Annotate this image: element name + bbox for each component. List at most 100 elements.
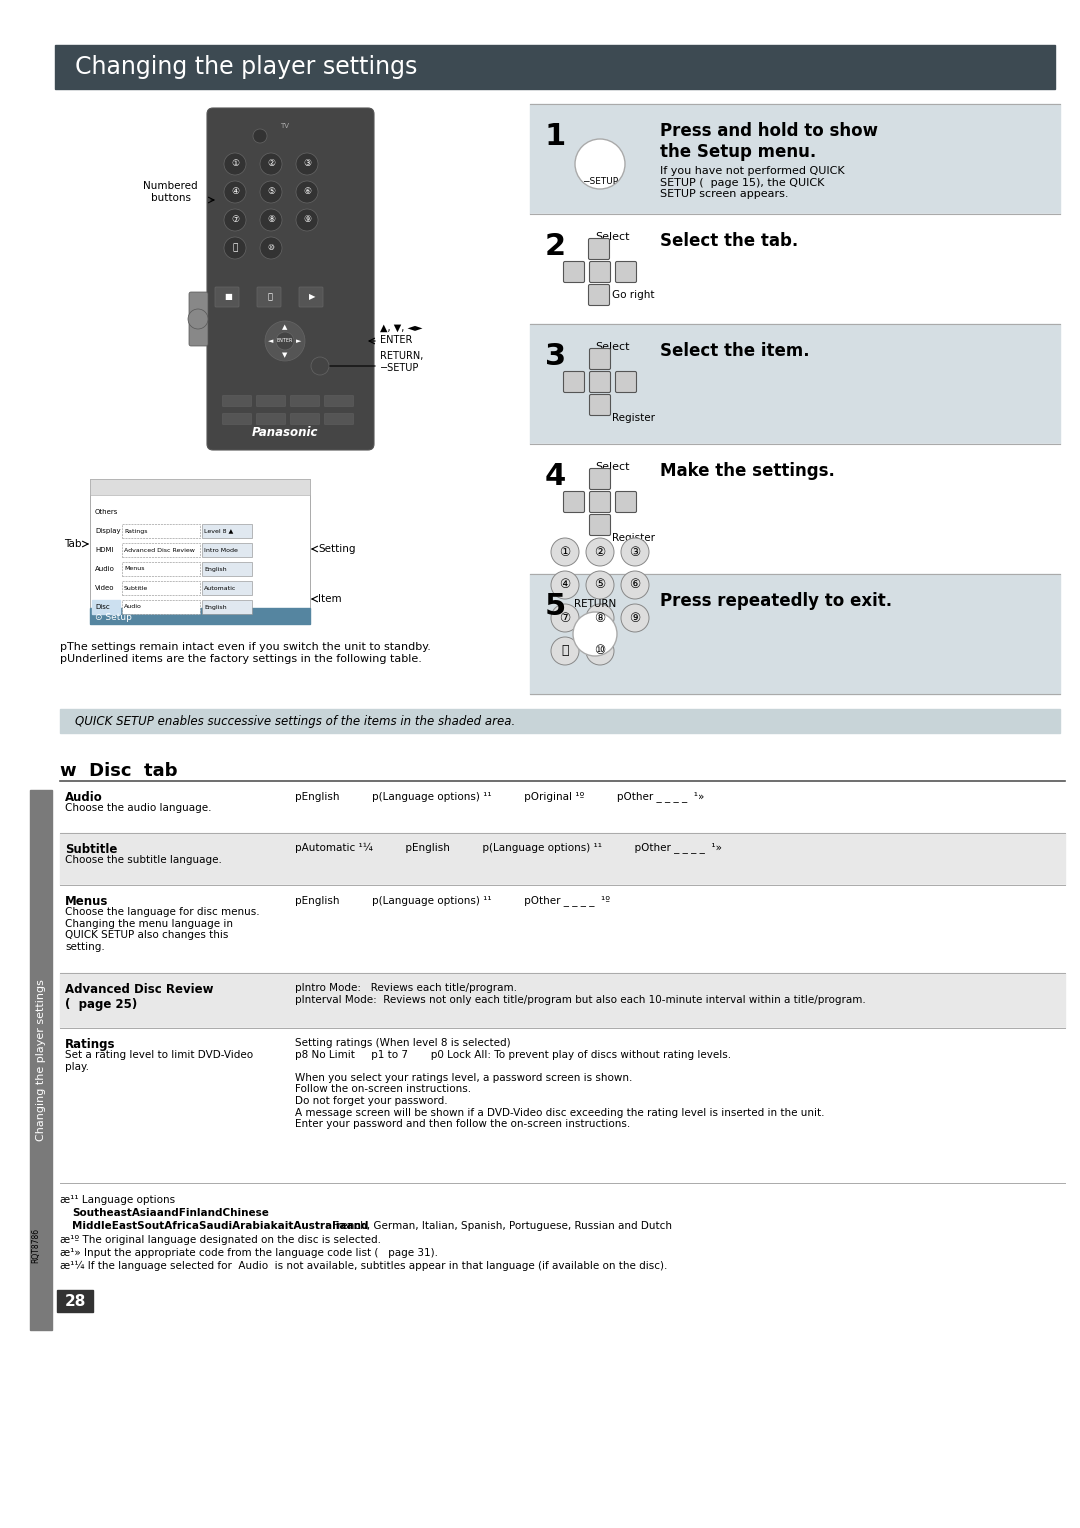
Circle shape [621, 538, 649, 565]
Text: Menus: Menus [124, 567, 145, 571]
Text: 1: 1 [545, 122, 566, 151]
FancyBboxPatch shape [207, 108, 374, 451]
Circle shape [265, 321, 305, 361]
FancyBboxPatch shape [564, 371, 584, 393]
Text: −SETUP: −SETUP [582, 177, 618, 185]
Circle shape [621, 604, 649, 633]
FancyBboxPatch shape [564, 492, 584, 512]
Text: æ¹¼ If the language selected for  Audio  is not available, subtitles appear in t: æ¹¼ If the language selected for Audio i… [60, 1261, 667, 1271]
Text: ⑩: ⑩ [268, 243, 274, 252]
Text: ⊙ Setup: ⊙ Setup [95, 613, 132, 622]
Bar [60, 1028, 1065, 1183]
Text: pThe settings remain intact even if you switch the unit to standby.
pUnderlined : pThe settings remain intact even if you … [60, 642, 431, 663]
Text: RETURN: RETURN [573, 599, 616, 610]
Circle shape [224, 153, 246, 176]
Text: w  Disc  tab: w Disc tab [60, 762, 177, 779]
Text: Setting ratings (When level 8 is selected)
p8 No Limit     p1 to 7       p0 Lock: Setting ratings (When level 8 is selecte… [295, 1038, 824, 1129]
Text: Audio: Audio [65, 792, 103, 804]
Text: Set a rating level to limit DVD-Video
play.: Set a rating level to limit DVD-Video pl… [65, 1050, 253, 1071]
Bar [122, 524, 200, 538]
FancyBboxPatch shape [215, 287, 239, 307]
Text: Menus: Menus [65, 895, 108, 908]
Text: Disc: Disc [95, 604, 110, 610]
FancyBboxPatch shape [257, 396, 285, 406]
Text: Display: Display [95, 529, 121, 533]
Text: ④: ④ [231, 188, 239, 197]
Circle shape [224, 209, 246, 231]
FancyBboxPatch shape [590, 492, 610, 512]
Text: Select the item.: Select the item. [660, 342, 810, 361]
Text: ⓪: ⓪ [562, 645, 569, 657]
Text: ⑤: ⑤ [267, 188, 275, 197]
Text: Advanced Disc Review
(  page 25): Advanced Disc Review ( page 25) [65, 983, 214, 1012]
Text: Press repeatedly to exit.: Press repeatedly to exit. [660, 591, 892, 610]
Text: ▲, ▼, ◄►
ENTER: ▲, ▼, ◄► ENTER [380, 322, 422, 345]
Text: ◄: ◄ [268, 338, 273, 344]
Text: If you have not performed QUICK
SETUP (  page 15), the QUICK
SETUP screen appear: If you have not performed QUICK SETUP ( … [660, 167, 845, 199]
Text: æ¹º The original language designated on the disc is selected.: æ¹º The original language designated on … [60, 1235, 381, 1245]
Text: Changing the player settings: Changing the player settings [75, 55, 417, 79]
Text: ⑩: ⑩ [594, 645, 606, 657]
Bar [60, 833, 1065, 885]
Text: ⑨: ⑨ [302, 215, 311, 225]
Bar [530, 445, 1059, 575]
Bar [530, 324, 1059, 445]
Text: Ratings: Ratings [65, 1038, 116, 1051]
Text: ③: ③ [302, 159, 311, 168]
Text: Select: Select [595, 342, 630, 351]
Text: Go right: Go right [612, 290, 654, 299]
Text: pAutomatic ¹¼          pEnglish          p(Language options) ¹¹          pOther : pAutomatic ¹¼ pEnglish p(Language option… [295, 843, 723, 854]
Bar [202, 562, 252, 576]
Text: ►: ► [296, 338, 301, 344]
Text: ▶: ▶ [309, 292, 315, 301]
Bar [122, 581, 200, 594]
Text: ▲: ▲ [282, 324, 287, 330]
Bar [92, 601, 120, 614]
FancyBboxPatch shape [324, 414, 353, 425]
FancyBboxPatch shape [590, 371, 610, 393]
Circle shape [296, 209, 318, 231]
Text: ⏸: ⏸ [268, 292, 272, 301]
Text: Numbered
buttons: Numbered buttons [144, 182, 198, 203]
Text: ①: ① [559, 545, 570, 559]
Bar [202, 524, 252, 538]
Text: ②: ② [267, 159, 275, 168]
FancyBboxPatch shape [299, 287, 323, 307]
Text: ⑦: ⑦ [231, 215, 239, 225]
Text: pEnglish          p(Language options) ¹¹          pOther _ _ _ _  ¹º: pEnglish p(Language options) ¹¹ pOther _… [295, 895, 610, 906]
Text: ⑥: ⑥ [630, 579, 640, 591]
FancyBboxPatch shape [257, 414, 285, 425]
Circle shape [575, 139, 625, 189]
Text: Changing the player settings: Changing the player settings [36, 979, 46, 1141]
Circle shape [621, 571, 649, 599]
FancyBboxPatch shape [590, 515, 610, 535]
Text: Audio: Audio [124, 605, 141, 610]
Text: Subtitle: Subtitle [124, 585, 148, 590]
Bar [90, 478, 310, 495]
Bar [202, 581, 252, 594]
Text: ⑨: ⑨ [630, 611, 640, 625]
Text: ③: ③ [630, 545, 640, 559]
Text: ■: ■ [224, 292, 232, 301]
Circle shape [551, 637, 579, 665]
Text: Make the settings.: Make the settings. [660, 461, 835, 480]
FancyBboxPatch shape [590, 394, 610, 416]
Text: Select the tab.: Select the tab. [660, 232, 798, 251]
Text: Subtitle: Subtitle [65, 843, 118, 856]
FancyBboxPatch shape [189, 292, 208, 345]
FancyBboxPatch shape [616, 371, 636, 393]
Text: English: English [204, 567, 227, 571]
Circle shape [573, 613, 617, 656]
Text: ②: ② [594, 545, 606, 559]
Bar [122, 542, 200, 558]
Bar [90, 478, 310, 623]
Text: ENTER: ENTER [276, 339, 293, 344]
Circle shape [586, 604, 615, 633]
FancyBboxPatch shape [616, 261, 636, 283]
FancyBboxPatch shape [222, 414, 252, 425]
Text: Register: Register [612, 533, 654, 542]
Text: ⑧: ⑧ [594, 611, 606, 625]
Text: Automatic: Automatic [204, 585, 237, 590]
Text: Choose the subtitle language.: Choose the subtitle language. [65, 856, 221, 865]
Text: ▼: ▼ [282, 351, 287, 358]
